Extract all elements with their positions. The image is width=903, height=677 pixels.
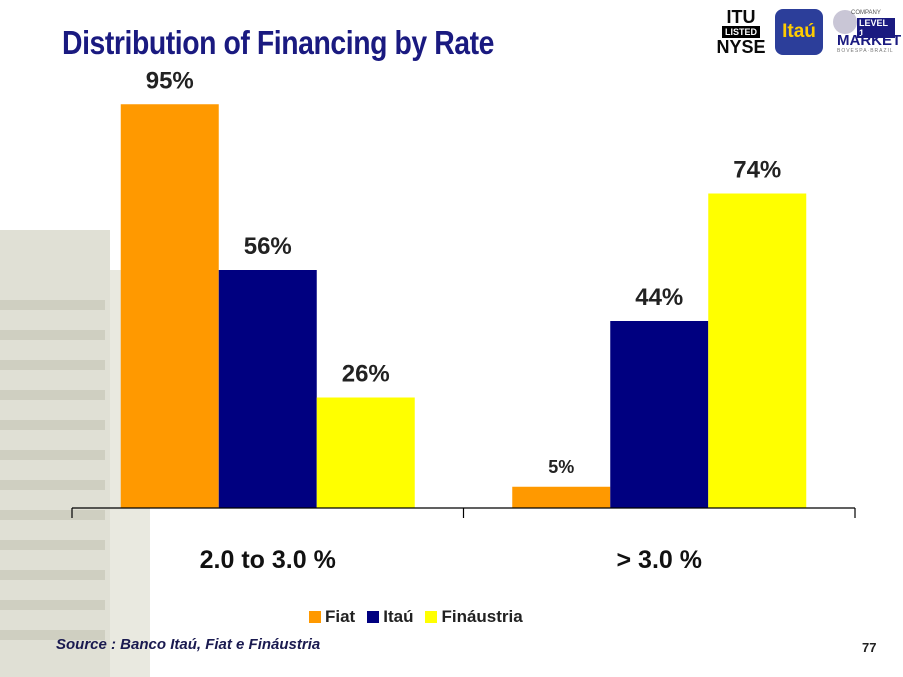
- page-number: 77: [862, 640, 877, 655]
- legend-item-itaú: Itaú: [367, 607, 413, 627]
- level-badge-text: LEVEL 1: [857, 18, 895, 38]
- itau-logo-text: Itaú: [782, 21, 816, 42]
- page-title: Distribution of Financing by Rate: [62, 24, 495, 61]
- bar-fiat-1: [512, 486, 611, 508]
- bar-itaú-1: [610, 321, 709, 508]
- legend-label: Fiat: [325, 607, 356, 626]
- data-label-itaú-0: 56%: [244, 233, 292, 260]
- category-label-1: > 3.0 %: [617, 546, 702, 574]
- bar-itaú-0: [218, 270, 317, 508]
- legend-swatch: [367, 611, 380, 623]
- itau-logo: Itaú: [775, 9, 823, 55]
- legend-item-fináustria: Fináustria: [425, 607, 523, 627]
- bars-group: [120, 104, 807, 508]
- bar-fináustria-1: [708, 193, 807, 508]
- data-label-fináustria-0: 26%: [342, 361, 390, 388]
- bar-fiat-0: [120, 104, 219, 508]
- legend-label: Fináustria: [441, 607, 523, 626]
- level1-market-logo: COMPANY LEVEL 1 MARKET BOVESPA·BRAZIL: [831, 8, 901, 56]
- bar-fináustria-0: [316, 397, 415, 508]
- x-axis: [71, 507, 856, 518]
- nyse-text: NYSE: [716, 37, 766, 57]
- nyse-ticker-text: ITU: [726, 7, 756, 27]
- data-label-fiat-1: 5%: [548, 457, 574, 477]
- chart-legend: Fiat Itaú Fináustria: [309, 607, 529, 627]
- nyse-listed-text: LISTED: [721, 26, 760, 38]
- nyse-listed-logo: ITU LISTED NYSE: [715, 8, 767, 56]
- data-label-fiat-0: 95%: [146, 67, 194, 94]
- level-market-text: MARKET: [837, 32, 902, 49]
- header-logos: ITU LISTED NYSE Itaú COMPANY LEVEL 1 MAR…: [715, 6, 901, 58]
- legend-item-fiat: Fiat: [309, 607, 355, 627]
- data-label-itaú-1: 44%: [635, 284, 683, 311]
- legend-swatch: [309, 611, 321, 623]
- legend-swatch: [425, 611, 438, 623]
- level-company-text: COMPANY: [851, 10, 881, 16]
- globe-icon: [833, 10, 857, 34]
- legend-label: Itaú: [383, 607, 414, 626]
- category-labels-group: 2.0 to 3.0 % > 3.0 %: [200, 546, 702, 574]
- category-label-0: 2.0 to 3.0 %: [200, 546, 336, 574]
- data-label-fináustria-1: 74%: [733, 157, 781, 184]
- source-note: Source : Banco Itaú, Fiat e Fináustria: [56, 636, 321, 653]
- level-bovespa-text: BOVESPA·BRAZIL: [837, 48, 894, 54]
- bar-labels-group: 95% 56% 26% 5% 44% 74%: [146, 67, 782, 477]
